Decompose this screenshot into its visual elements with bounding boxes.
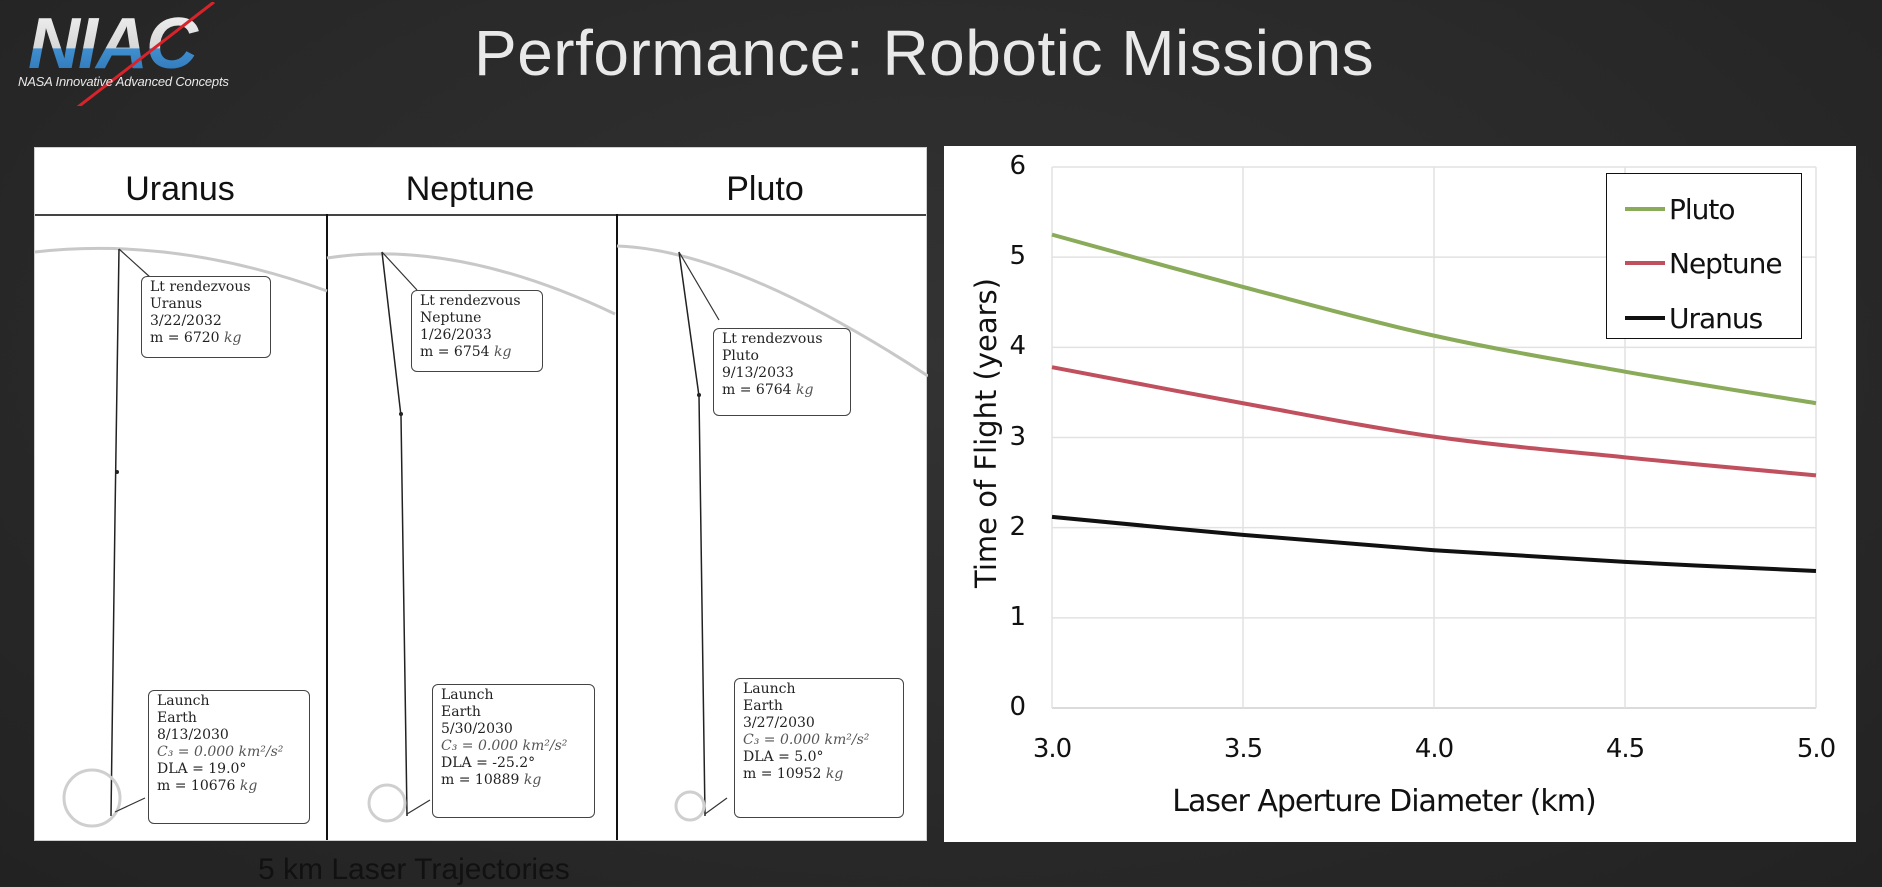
trajectory-path bbox=[678, 251, 706, 817]
legend-swatch bbox=[1625, 207, 1665, 211]
rendezvous-annotation-pluto: Lt rendezvous Pluto 9/13/2033 m = 6764 k… bbox=[713, 328, 851, 416]
logo-subtitle: NASA Innovative Advanced Concepts bbox=[18, 74, 229, 89]
annotation-date: 1/26/2033 bbox=[420, 327, 492, 343]
series-line-uranus bbox=[1051, 514, 1817, 573]
earth-orbit-circle bbox=[62, 768, 122, 828]
annotation-unit: km²/s² bbox=[522, 738, 568, 754]
annotation-text: Launch bbox=[743, 681, 796, 697]
annotation-unit: kg bbox=[825, 766, 844, 782]
niac-logo-graphic: NIAC bbox=[28, 2, 215, 106]
chart-plot-area bbox=[1051, 166, 1817, 709]
legend-item-uranus: Uranus bbox=[1625, 301, 1763, 335]
annotation-unit: kg bbox=[224, 330, 242, 346]
series-line-pluto bbox=[1051, 232, 1817, 406]
annotation-text: Earth bbox=[157, 710, 197, 726]
annotation-mass: m = 10889 bbox=[441, 772, 520, 788]
annotation-text: Launch bbox=[441, 687, 494, 703]
annotation-unit: kg bbox=[796, 382, 814, 398]
annotation-text: Earth bbox=[441, 704, 481, 720]
chart-series bbox=[1051, 232, 1817, 573]
y-axis-label: Time of Flight (years) bbox=[969, 278, 1003, 588]
annotation-c3: C₃ = 0.000 bbox=[157, 744, 235, 760]
trajectory-plots bbox=[35, 244, 928, 828]
annotation-date: 3/22/2032 bbox=[150, 313, 222, 329]
x-tick-label: 5.0 bbox=[1796, 734, 1836, 764]
column-title-neptune: Neptune bbox=[405, 170, 535, 208]
rendezvous-annotation-neptune: Lt rendezvous Neptune 1/26/2033 m = 6754… bbox=[411, 290, 543, 372]
annotation-c3: C₃ = 0.000 bbox=[441, 738, 519, 754]
legend-item-neptune: Neptune bbox=[1625, 246, 1783, 280]
earth-orbit-circle bbox=[367, 783, 407, 823]
y-tick-label: 4 bbox=[1009, 331, 1026, 362]
target-orbit-arc bbox=[35, 246, 328, 293]
niac-logo: NIAC NASA Innovative Advanced Concepts bbox=[14, 2, 284, 106]
annotation-dla: DLA = -25.2° bbox=[441, 755, 536, 771]
series-line-neptune bbox=[1051, 365, 1817, 478]
x-axis-label: Laser Aperture Diameter (km) bbox=[1172, 784, 1596, 819]
column-divider bbox=[616, 214, 618, 840]
annotation-unit: km²/s² bbox=[824, 732, 870, 748]
annotation-mass: m = 6764 bbox=[722, 382, 792, 398]
trajectory-header: Uranus Neptune Pluto bbox=[35, 148, 926, 216]
legend-label: Uranus bbox=[1669, 301, 1763, 335]
column-title-pluto: Pluto bbox=[726, 170, 804, 208]
annotation-date: 3/27/2030 bbox=[743, 715, 815, 731]
legend-item-pluto: Pluto bbox=[1625, 192, 1736, 226]
trajectory-caption: 5 km Laser Trajectories bbox=[258, 853, 570, 886]
x-tick-label: 3.0 bbox=[1032, 734, 1072, 764]
column-divider bbox=[326, 214, 328, 840]
annotation-mass: m = 10676 bbox=[157, 778, 236, 794]
annotation-date: 5/30/2030 bbox=[441, 721, 513, 737]
chart-legend: Pluto Neptune Uranus bbox=[1606, 173, 1802, 339]
legend-swatch bbox=[1625, 261, 1665, 265]
annotation-unit: kg bbox=[523, 772, 542, 788]
annotation-dla: DLA = 5.0° bbox=[743, 749, 824, 765]
annotation-text: Lt rendezvous bbox=[420, 293, 521, 309]
annotation-mass: m = 6720 bbox=[150, 330, 220, 346]
legend-label: Pluto bbox=[1669, 192, 1736, 226]
annotation-c3: C₃ = 0.000 bbox=[743, 732, 821, 748]
annotation-unit: km²/s² bbox=[238, 744, 284, 760]
annotation-text: Uranus bbox=[150, 296, 203, 312]
annotation-text: Neptune bbox=[420, 310, 482, 326]
launch-annotation-neptune: Launch Earth 5/30/2030 C₃ = 0.000 km²/s²… bbox=[432, 684, 595, 818]
legend-swatch bbox=[1625, 316, 1665, 320]
earth-orbit-circle bbox=[674, 790, 706, 822]
annotation-date: 8/13/2030 bbox=[157, 727, 229, 743]
annotation-text: Earth bbox=[743, 698, 783, 714]
time-of-flight-chart: 0 1 2 3 4 5 6 3.0 3.5 4.0 4.5 5.0 Time of Flight (… bbox=[944, 146, 1856, 842]
y-tick-label: 2 bbox=[1009, 511, 1026, 542]
rendezvous-annotation-uranus: Lt rendezvous Uranus 3/22/2032 m = 6720 … bbox=[141, 276, 271, 358]
y-tick-label: 3 bbox=[1009, 421, 1026, 452]
y-tick-label: 0 bbox=[1009, 692, 1026, 722]
annotation-unit: kg bbox=[494, 344, 512, 360]
svg-text:NIAC: NIAC bbox=[28, 4, 199, 84]
legend-label: Neptune bbox=[1669, 246, 1783, 280]
slide-title: Performance: Robotic Missions bbox=[474, 17, 1375, 89]
trajectory-path bbox=[110, 248, 120, 817]
x-tick-label: 4.0 bbox=[1414, 734, 1454, 764]
trajectory-panel: Uranus Neptune Pluto Lt rendezvous Uranu… bbox=[34, 147, 928, 841]
target-orbit-arc bbox=[326, 252, 616, 316]
launch-annotation-pluto: Launch Earth 3/27/2030 C₃ = 0.000 km²/s²… bbox=[734, 678, 904, 818]
y-tick-label: 5 bbox=[1009, 241, 1026, 272]
target-orbit-arc bbox=[616, 244, 928, 378]
annotation-text: Lt rendezvous bbox=[722, 331, 823, 347]
y-tick-label: 6 bbox=[1009, 151, 1026, 181]
launch-annotation-uranus: Launch Earth 8/13/2030 C₃ = 0.000 km²/s²… bbox=[148, 690, 310, 824]
annotation-text: Lt rendezvous bbox=[150, 279, 251, 295]
annotation-mass: m = 6754 bbox=[420, 344, 490, 360]
annotation-date: 9/13/2033 bbox=[722, 365, 794, 381]
annotation-mass: m = 10952 bbox=[743, 766, 822, 782]
y-tick-label: 1 bbox=[1009, 601, 1026, 632]
annotation-dla: DLA = 19.0° bbox=[157, 761, 247, 777]
annotation-text: Launch bbox=[157, 693, 210, 709]
x-tick-label: 4.5 bbox=[1605, 734, 1645, 764]
column-title-uranus: Uranus bbox=[125, 170, 235, 208]
annotation-text: Pluto bbox=[722, 348, 759, 364]
x-tick-label: 3.5 bbox=[1223, 734, 1263, 764]
annotation-unit: kg bbox=[239, 778, 258, 794]
trajectory-path bbox=[381, 251, 408, 817]
